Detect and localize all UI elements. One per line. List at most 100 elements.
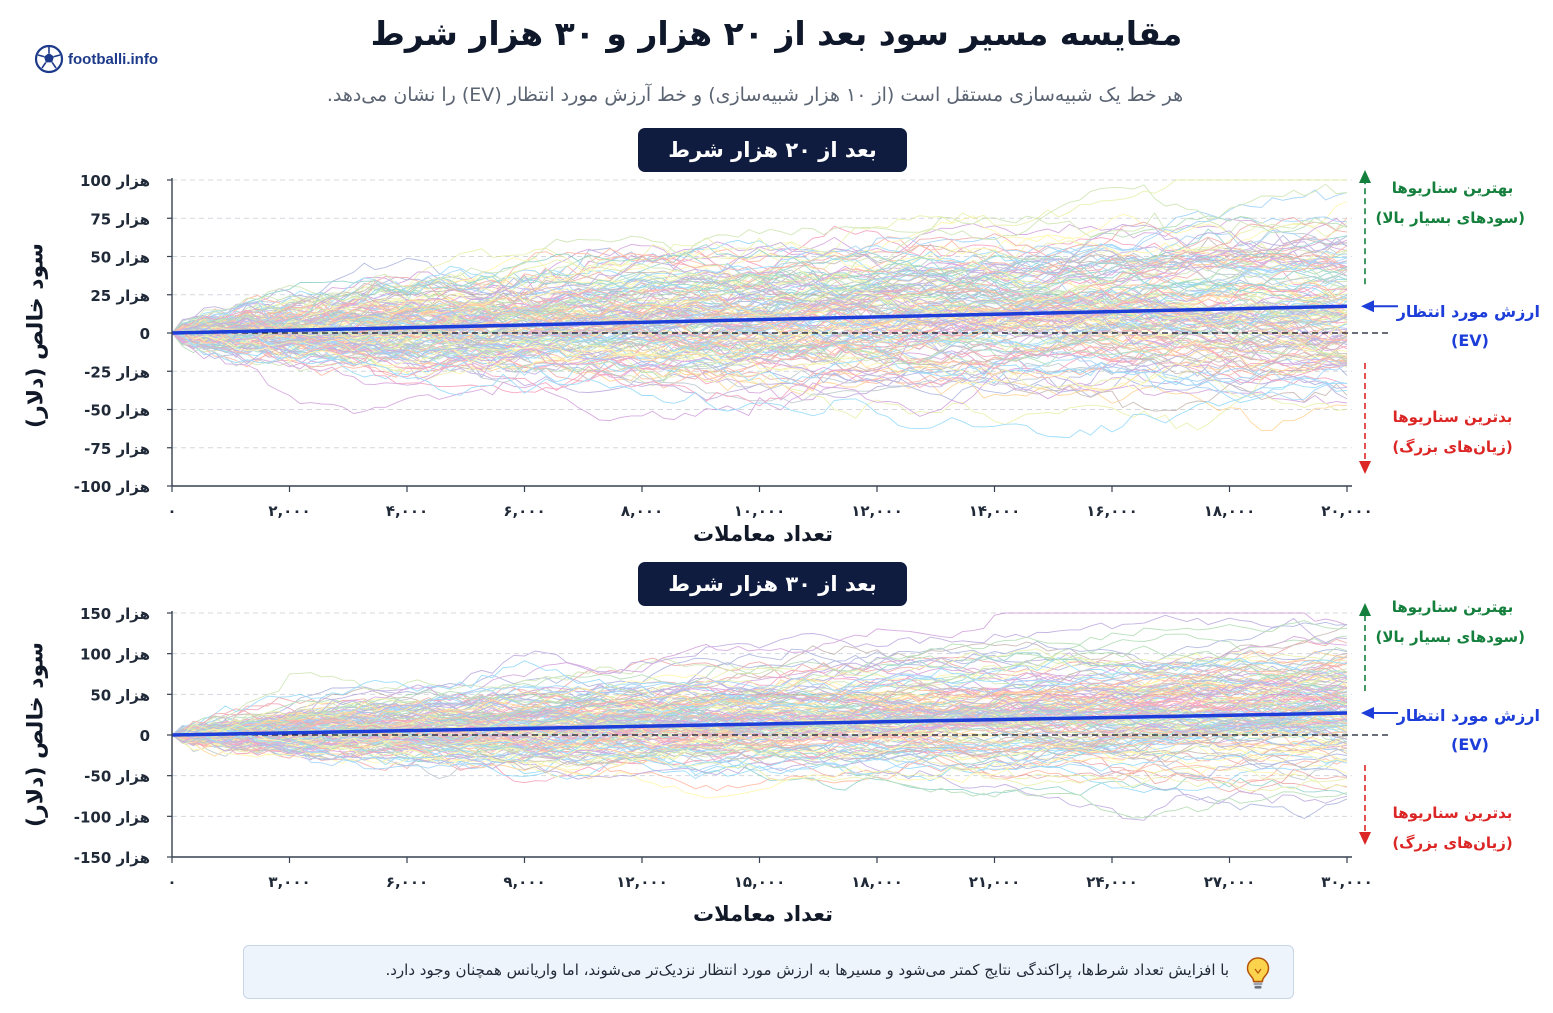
- simulation-path: [171, 289, 1348, 363]
- simulation-path: [171, 702, 1348, 747]
- simulation-path: [171, 332, 1348, 401]
- x-tick-label: ۱۸,۰۰۰: [851, 873, 902, 891]
- simulation-path: [171, 727, 1348, 793]
- worst-scenarios-title: بدترین سناریوها: [1392, 804, 1513, 822]
- y-tick-label: -50 هزار: [84, 768, 150, 786]
- worst-arrow-head: [1359, 461, 1371, 474]
- site-logo[interactable]: footballi.info: [34, 44, 158, 74]
- simulation-path: [171, 293, 1348, 340]
- x-tick-label: ۱۸,۰۰۰: [1204, 502, 1255, 520]
- x-axis-label-20k: تعداد معاملات: [693, 522, 833, 546]
- x-tick-label: ۱۲,۰۰۰: [851, 502, 902, 520]
- info-box: با افزایش تعداد شرط‌ها، پراکندگی نتایج ک…: [243, 945, 1294, 999]
- simulation-path: [171, 269, 1348, 349]
- simulation-path: [171, 261, 1348, 347]
- y-tick-label: -75 هزار: [84, 440, 150, 458]
- lightbulb-icon: [1246, 957, 1270, 989]
- ev-title: ارزش مورد انتظار: [1396, 706, 1540, 725]
- info-text: با افزایش تعداد شرط‌ها، پراکندگی نتایج ک…: [385, 961, 1229, 979]
- x-tick-label: ۱۵,۰۰۰: [734, 873, 785, 891]
- worst-scenarios-note-30k: بدترین سناریوها (زیان‌های بزرگ): [1380, 798, 1525, 858]
- best-arrow-head: [1359, 170, 1371, 183]
- y-tick-label: 150 هزار: [80, 605, 150, 623]
- best-scenarios-title: بهترین سناریوها: [1391, 598, 1514, 616]
- simulation-path: [171, 324, 1348, 392]
- x-tick-label: ۳۰,۰۰۰: [1321, 873, 1372, 891]
- x-tick-label: ۱۶,۰۰۰: [1086, 502, 1137, 520]
- y-tick-label: -150 هزار: [74, 849, 150, 867]
- simulation-paths: [171, 179, 1348, 439]
- simulation-path: [171, 295, 1348, 350]
- simulation-path: [171, 668, 1348, 764]
- best-scenarios-subtitle: (سودهای بسیار بالا): [1375, 628, 1525, 646]
- simulation-path: [171, 308, 1348, 358]
- y-tick-label: 100 هزار: [80, 172, 150, 190]
- simulation-path: [171, 298, 1348, 360]
- simulation-path: [171, 238, 1348, 334]
- ev-line: [171, 304, 1348, 335]
- simulation-path: [171, 686, 1348, 779]
- worst-scenarios-title: بدترین سناریوها: [1392, 408, 1513, 426]
- simulation-path: [171, 653, 1348, 736]
- x-tick-label: ۶,۰۰۰: [386, 873, 428, 891]
- simulation-path: [171, 330, 1348, 381]
- simulation-path: [171, 228, 1348, 334]
- simulation-path: [171, 713, 1348, 770]
- simulation-path: [171, 718, 1348, 820]
- x-tick-label: ۱۴,۰۰۰: [969, 502, 1020, 520]
- chart-20k: 100 هزار 75 هزار 50 هزار 25 هزار 0 -25 هزار -5…: [74, 170, 1398, 520]
- page-title: مقایسه مسیر سود بعد از ۲۰ هزار و ۳۰ هزار…: [370, 14, 1183, 53]
- simulation-path: [171, 728, 1348, 763]
- y-axis-label-30k: سود خالص (دلار): [23, 642, 49, 827]
- y-tick-label: 50 هزار: [90, 249, 150, 267]
- y-tick-label: -100 هزار: [74, 478, 150, 496]
- simulation-path: [171, 251, 1348, 347]
- best-arrow-head: [1359, 603, 1371, 616]
- simulation-path: [171, 614, 1348, 737]
- simulation-path: [171, 311, 1348, 367]
- ev-arrow-head: [1361, 707, 1374, 720]
- simulation-path: [171, 281, 1348, 376]
- simulation-path: [171, 731, 1348, 821]
- simulation-path: [171, 612, 1348, 741]
- simulation-path: [171, 332, 1348, 439]
- simulation-path: [171, 723, 1348, 792]
- x-tick-label: ۰: [167, 873, 176, 891]
- simulation-path: [171, 299, 1348, 350]
- y-tick-label: 0: [140, 727, 150, 745]
- simulation-path: [171, 179, 1347, 334]
- best-scenarios-note-30k: بهترین سناریوها (سودهای بسیار بالا): [1375, 592, 1525, 652]
- worst-scenarios-note-20k: بدترین سناریوها (زیان‌های بزرگ): [1380, 402, 1525, 462]
- best-scenarios-note-20k: بهترین سناریوها (سودهای بسیار بالا): [1375, 173, 1525, 233]
- simulation-path: [171, 270, 1348, 341]
- simulation-path: [171, 681, 1348, 739]
- simulation-path: [171, 183, 1348, 334]
- simulation-path: [171, 235, 1348, 334]
- x-tick-label: ۲۴,۰۰۰: [1086, 873, 1137, 891]
- x-tick-label: ۸,۰۰۰: [621, 502, 663, 520]
- y-tick-label: 25 هزار: [90, 287, 150, 305]
- y-tick-label: 100 هزار: [80, 646, 150, 664]
- simulation-path: [171, 723, 1348, 777]
- simulation-path: [171, 287, 1348, 361]
- x-tick-label: ۰: [167, 502, 176, 520]
- ev-note-30k: ارزش مورد انتظار (EV): [1396, 701, 1540, 759]
- simulation-path: [171, 312, 1348, 386]
- x-axis-label-30k: تعداد معاملات: [693, 902, 833, 926]
- panel-label-20k: بعد از ۲۰ هزار شرط: [638, 128, 907, 172]
- x-tick-label: ۴,۰۰۰: [386, 502, 428, 520]
- simulation-path: [171, 285, 1348, 364]
- logo-text: footballi.info: [68, 50, 158, 68]
- panel-label-30k: بعد از ۳۰ هزار شرط: [638, 562, 907, 606]
- simulation-path: [171, 672, 1348, 751]
- simulation-path: [171, 221, 1348, 343]
- x-tick-label: ۱۲,۰۰۰: [616, 873, 667, 891]
- simulation-path: [171, 318, 1348, 382]
- simulation-path: [171, 302, 1348, 368]
- x-tick-label: ۶,۰۰۰: [503, 502, 545, 520]
- y-tick-label: 75 هزار: [90, 210, 150, 228]
- simulation-path: [171, 667, 1348, 736]
- worst-scenarios-subtitle: (زیان‌های بزرگ): [1392, 834, 1513, 852]
- simulation-path: [171, 324, 1348, 367]
- ev-subtitle: (EV): [1451, 331, 1489, 350]
